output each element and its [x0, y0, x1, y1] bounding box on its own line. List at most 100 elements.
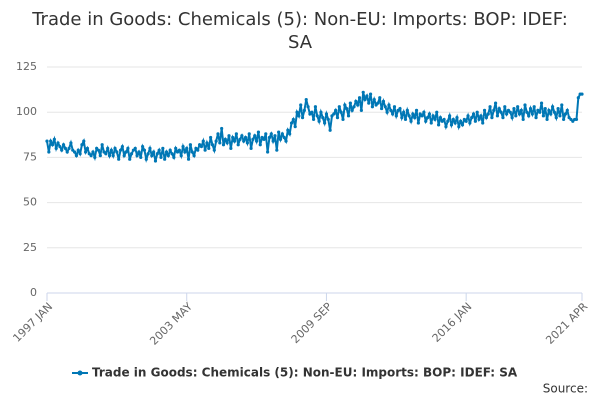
point — [359, 108, 363, 112]
point — [424, 119, 428, 123]
point — [100, 143, 104, 147]
point — [407, 114, 411, 118]
point — [146, 152, 150, 156]
point — [229, 146, 233, 150]
point — [378, 96, 382, 100]
point — [538, 110, 542, 114]
point — [65, 150, 69, 154]
point — [216, 132, 220, 136]
point — [383, 105, 387, 109]
point — [532, 105, 536, 109]
point — [269, 132, 273, 136]
point — [481, 121, 485, 125]
point — [453, 121, 457, 125]
point — [451, 117, 455, 122]
point — [477, 117, 481, 122]
point — [574, 117, 579, 122]
point — [286, 128, 290, 132]
point — [49, 139, 53, 143]
point — [47, 150, 51, 154]
point — [519, 108, 523, 112]
y-tick-label: 50 — [23, 196, 37, 209]
point — [471, 112, 476, 116]
point — [157, 148, 161, 152]
point — [339, 110, 343, 114]
point — [429, 121, 433, 125]
point — [297, 114, 301, 118]
point — [376, 101, 380, 105]
point — [370, 105, 375, 109]
point — [337, 105, 341, 109]
point — [554, 116, 558, 120]
point — [67, 146, 71, 150]
point — [413, 116, 417, 120]
point — [253, 134, 257, 138]
point — [186, 157, 191, 161]
point — [558, 114, 562, 118]
point — [449, 123, 454, 127]
point — [52, 137, 56, 141]
point — [317, 119, 321, 123]
point — [212, 148, 216, 152]
point — [207, 146, 211, 150]
legend-label: Trade in Goods: Chemicals (5): Non-EU: I… — [92, 366, 518, 380]
point — [245, 141, 249, 145]
point — [315, 114, 319, 118]
point — [541, 114, 545, 118]
point — [150, 153, 154, 158]
point — [468, 121, 472, 125]
point — [181, 144, 185, 149]
point — [357, 96, 362, 100]
point — [129, 152, 134, 156]
point — [82, 139, 86, 143]
point — [398, 106, 402, 111]
point — [435, 110, 439, 114]
point — [400, 116, 404, 120]
point — [179, 153, 183, 158]
point — [139, 155, 143, 159]
point — [460, 123, 465, 127]
point — [420, 114, 424, 118]
point — [45, 139, 49, 143]
x-tick-label: 1997 JAN — [10, 300, 55, 345]
point — [153, 159, 158, 163]
point — [562, 117, 566, 122]
y-tick-label: 125 — [16, 60, 37, 73]
point — [488, 105, 492, 109]
point — [54, 146, 58, 150]
point — [196, 148, 200, 152]
point — [402, 110, 406, 114]
point — [367, 101, 371, 105]
point — [381, 99, 386, 103]
point — [422, 110, 426, 114]
point — [389, 108, 393, 112]
point — [166, 153, 170, 158]
point — [106, 146, 110, 150]
point — [277, 130, 281, 134]
point — [459, 119, 463, 123]
point — [220, 126, 224, 131]
point — [142, 148, 147, 152]
point — [104, 152, 108, 156]
point — [324, 112, 329, 116]
point — [170, 152, 174, 156]
point — [326, 117, 330, 122]
point — [405, 108, 409, 112]
point — [299, 103, 303, 107]
point — [271, 139, 275, 143]
point — [251, 137, 255, 141]
point — [284, 139, 288, 143]
chart-title: Trade in Goods: Chemicals (5): Non-EU: I… — [32, 9, 568, 53]
point — [563, 112, 568, 116]
point — [275, 148, 279, 152]
y-tick-label: 0 — [30, 286, 37, 299]
point — [505, 112, 509, 116]
point — [256, 130, 261, 134]
point — [361, 90, 365, 94]
y-tick-label: 75 — [23, 150, 37, 163]
point — [416, 121, 420, 125]
point — [192, 153, 196, 158]
point — [414, 108, 419, 112]
